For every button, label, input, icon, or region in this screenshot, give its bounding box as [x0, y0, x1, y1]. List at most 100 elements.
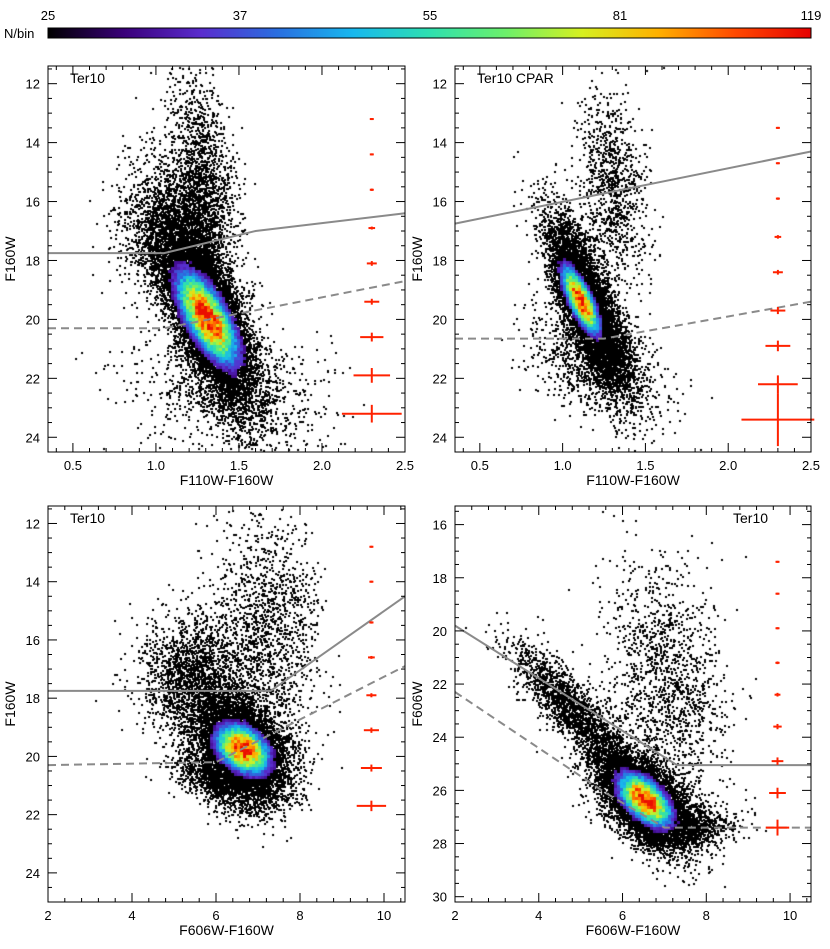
- y-tick-label: 14: [26, 136, 40, 151]
- y-tick-label: 18: [433, 571, 447, 586]
- error-bar: [366, 261, 377, 266]
- y-tick-label: 26: [433, 783, 447, 798]
- y-tick-label: 16: [26, 633, 40, 648]
- error-bar: [741, 393, 815, 447]
- dashed-boundary-line: [48, 280, 406, 330]
- y-tick-label: 22: [26, 371, 40, 386]
- error-bar: [369, 621, 374, 624]
- y-tick-label: 30: [433, 890, 447, 905]
- error-bar: [775, 560, 780, 563]
- x-tick-label: 8: [296, 908, 303, 923]
- y-tick-label: 24: [433, 730, 447, 745]
- y-tick-label: 18: [26, 691, 40, 706]
- y-axis-label: F606W: [409, 681, 425, 727]
- x-axis-label: F110W-F160W: [586, 472, 680, 488]
- x-tick-label: 4: [535, 908, 542, 923]
- error-bar: [368, 226, 376, 230]
- error-bar: [360, 764, 382, 772]
- y-tick-label: 22: [433, 677, 447, 692]
- y-tick-label: 22: [26, 808, 40, 823]
- error-bar: [369, 188, 374, 191]
- error-bar: [369, 118, 374, 121]
- plot-frame: [454, 505, 812, 903]
- error-bar: [356, 800, 387, 812]
- error-bar: [366, 693, 377, 698]
- error-bar: [775, 197, 780, 200]
- panel-title: Ter10: [733, 510, 768, 526]
- error-bar: [772, 269, 783, 275]
- y-tick-label: 18: [433, 253, 447, 268]
- y-axis-label: F160W: [2, 681, 18, 727]
- x-tick-label: 2.0: [313, 458, 331, 473]
- panel-top-left: 0.5 1.0 1.5 2.0 2.5 12 14 16 18 20 22 24 Ter10 F110…: [2, 65, 414, 488]
- x-tick-label: 4: [128, 908, 135, 923]
- error-bar: [369, 153, 374, 156]
- x-tick-label: 1.5: [636, 458, 654, 473]
- error-bar: [774, 235, 782, 239]
- y-tick-label: 14: [433, 136, 447, 151]
- x-tick-label: 10: [783, 908, 797, 923]
- y-tick-label: 16: [433, 195, 447, 210]
- colorbar-tick-label: 119: [801, 8, 822, 23]
- solid-boundary-line: [454, 624, 811, 767]
- solid-boundary-line: [48, 595, 406, 692]
- error-bar: [369, 580, 374, 583]
- y-tick-label: 20: [26, 749, 40, 764]
- error-bar: [775, 661, 780, 665]
- error-bar: [775, 126, 780, 129]
- density-map: [48, 506, 405, 902]
- y-tick-label: 18: [26, 253, 40, 268]
- y-tick-label: 20: [433, 312, 447, 327]
- error-bar: [353, 368, 391, 383]
- error-bar: [758, 375, 798, 394]
- error-bar: [369, 545, 374, 548]
- error-bar: [774, 692, 781, 697]
- error-bar: [775, 627, 780, 630]
- error-bar: [769, 787, 786, 799]
- error-bar: [773, 723, 782, 730]
- error-bar: [364, 298, 380, 305]
- y-tick-label: 28: [433, 837, 447, 852]
- density-map: [48, 66, 405, 452]
- y-tick-label: 20: [433, 624, 447, 639]
- x-tick-label: 1.0: [147, 458, 165, 473]
- x-tick-label: 6: [212, 908, 219, 923]
- x-axis-label: F606W-F160W: [586, 922, 681, 938]
- dashed-boundary-line: [47, 665, 406, 767]
- y-axis-label: F160W: [409, 236, 425, 282]
- density-map: [455, 506, 811, 902]
- panel-title: Ter10 CPAR: [477, 70, 554, 86]
- x-axis-label: F110W-F160W: [180, 472, 274, 488]
- x-tick-label: 1.0: [554, 458, 572, 473]
- colorbar-tick-label: 25: [41, 8, 55, 23]
- x-tick-label: 1.5: [230, 458, 248, 473]
- x-tick-label: 2.5: [802, 458, 820, 473]
- error-bar: [770, 307, 786, 315]
- panel-top-right: 0.5 1.0 1.5 2.0 2.5 12 14 16 18 20 22 24 Ter10 CPAR…: [409, 65, 820, 488]
- error-bar: [363, 727, 379, 733]
- error-bar: [775, 162, 780, 165]
- y-tick-label: 24: [433, 430, 447, 445]
- panel-title: Ter10: [70, 70, 105, 86]
- y-tick-label: 12: [433, 77, 447, 92]
- solid-boundary-line: [454, 150, 812, 225]
- error-bar: [360, 332, 384, 342]
- error-bar: [771, 757, 784, 765]
- x-tick-label: 8: [703, 908, 710, 923]
- error-bar: [765, 819, 790, 836]
- y-tick-label: 14: [26, 575, 40, 590]
- x-tick-label: 2.0: [719, 458, 737, 473]
- x-tick-label: 0.5: [471, 458, 489, 473]
- y-tick-label: 24: [26, 866, 40, 881]
- density-map: [455, 66, 811, 452]
- x-tick-label: 2: [451, 908, 458, 923]
- colorbar-tick-label: 55: [423, 8, 437, 23]
- panel-title: Ter10: [70, 510, 105, 526]
- y-axis-label: F160W: [2, 236, 18, 282]
- x-tick-label: 0.5: [64, 458, 82, 473]
- colorbar-label: N/bin: [4, 26, 34, 41]
- error-bar: [341, 404, 402, 423]
- error-bar: [765, 340, 791, 352]
